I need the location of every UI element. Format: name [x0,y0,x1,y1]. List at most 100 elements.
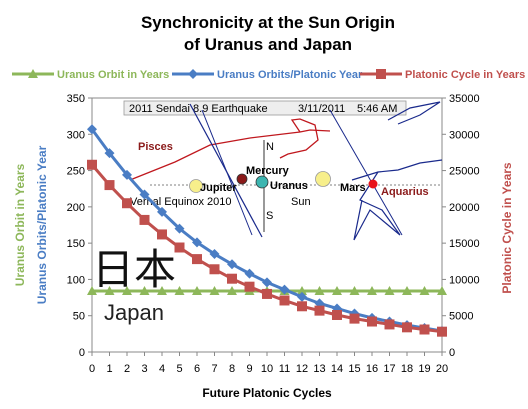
point-uranus-orbit-in-years [192,286,202,296]
point-platonic-cycle-in-years [314,305,325,316]
label-aquarius: Aquarius [381,186,429,198]
legend-label-uranus-orbits-platonic: Uranus Orbits/Platonic Year [217,69,363,81]
point-uranus-orbit-in-years [209,286,220,296]
x-tick-label: 7 [211,363,217,375]
x-tick-label: 13 [313,363,325,375]
point-uranus-orbit-in-years [384,286,395,296]
x-tick-label: 18 [401,363,413,375]
right-tick-label: 35000 [449,93,480,105]
constellation-aquarius-web [353,171,401,241]
point-uranus-orbits-platonic-year [227,259,237,270]
label-japan: Japan [104,300,164,325]
jupiter-planet [189,179,203,193]
left-tick-label: 200 [67,202,85,214]
point-uranus-orbits-platonic-year [297,291,307,302]
point-uranus-orbit-in-years [174,286,185,296]
banner-time: 5:46 AM [357,103,397,115]
sun-planet [315,171,331,187]
x-tick-label: 16 [366,363,378,375]
point-uranus-orbit-in-years [122,286,132,296]
point-uranus-orbit-in-years [367,286,377,296]
point-uranus-orbit-in-years [297,286,307,296]
point-platonic-cycle-in-years [367,316,377,327]
point-platonic-cycle-in-years [244,281,255,292]
right-tick-label: 10000 [449,274,480,286]
x-tick-label: 11 [279,363,290,375]
legend-marker-platonic-cycle [376,69,386,79]
point-platonic-cycle-in-years [157,229,167,240]
x-tick-label: 4 [159,363,165,375]
left-tick-label: 100 [67,274,85,286]
label-mercury: Mercury [246,165,290,177]
y-axis-title-inner: Uranus Orbits/Platonic Year [35,145,49,304]
label-kanji: 日本 [92,246,176,293]
point-uranus-orbit-in-years [419,286,430,296]
x-tick-label: 19 [418,363,430,375]
x-tick-label: 8 [229,363,235,375]
banner-date: 3/11/2011 [298,103,345,115]
point-platonic-cycle-in-years [122,198,132,209]
label-pisces: Pisces [138,141,173,153]
point-platonic-cycle-in-years [209,264,220,275]
label-north: N [266,141,274,153]
x-tick-label: 6 [194,363,200,375]
point-platonic-cycle-in-years [262,288,272,299]
constellation-aquarius-line [351,159,443,181]
point-uranus-orbit-in-years [349,286,360,296]
point-platonic-cycle-in-years [349,313,360,324]
point-uranus-orbit-in-years [332,286,342,296]
point-platonic-cycle-in-years [104,180,115,191]
legend-label-platonic-cycle: Platonic Cycle in Years [405,69,525,81]
x-tick-label: 2 [124,363,130,375]
point-platonic-cycle-in-years [87,159,97,170]
left-tick-label: 0 [79,347,85,359]
constellation-upper-right [387,101,441,125]
point-uranus-orbit-in-years [437,286,447,296]
point-uranus-orbits-platonic-year [244,268,255,279]
x-axis-title: Future Platonic Cycles [202,386,332,400]
x-tick-label: 17 [383,363,395,375]
point-uranus-orbit-in-years [402,286,412,296]
x-tick-label: 10 [261,363,273,375]
x-tick-label: 14 [331,363,343,375]
point-platonic-cycle-in-years [332,309,342,320]
point-platonic-cycle-in-years [384,319,395,330]
left-tick-label: 300 [67,129,85,141]
x-tick-label: 9 [246,363,252,375]
x-tick-label: 15 [348,363,360,375]
right-tick-label: 20000 [449,202,480,214]
legend-marker-uranus-orbits-platonic [188,69,198,79]
point-uranus-orbit-in-years [87,286,97,296]
astrology-overlay: 2011 Sendai 8.9 Earthquake 3/11/2011 5:4… [92,100,443,325]
point-platonic-cycle-in-years [437,326,447,337]
label-sun: Sun [291,196,311,208]
legend-label-uranus-orbit: Uranus Orbit in Years [57,69,169,81]
point-uranus-orbit-in-years [157,286,167,296]
point-uranus-orbits-platonic-year [192,237,202,248]
point-uranus-orbits-platonic-year [209,249,220,260]
point-platonic-cycle-in-years [279,295,290,306]
point-uranus-orbits-platonic-year [104,148,115,159]
label-jupiter: Jupiter [200,182,237,194]
left-tick-label: 250 [67,166,85,178]
legend: Uranus Orbit in Years Uranus Orbits/Plat… [12,69,525,81]
constellation-pisces-line [129,129,331,181]
point-uranus-orbits-platonic-year [262,277,272,288]
mercury-planet [236,173,248,185]
point-platonic-cycle-in-years [192,254,202,265]
series-layer [87,124,447,337]
point-uranus-orbit-in-years [314,286,325,296]
point-platonic-cycle-in-years [402,322,412,333]
point-platonic-cycle-in-years [139,214,150,225]
point-platonic-cycle-in-years [297,301,307,312]
x-tick-label: 1 [106,363,112,375]
right-tick-label: 25000 [449,166,480,178]
point-uranus-orbit-in-years [104,286,115,296]
right-tick-label: 15000 [449,238,480,250]
point-platonic-cycle-in-years [174,242,185,253]
point-uranus-orbits-platonic-year [122,169,132,180]
mars-planet [368,179,378,189]
x-axis-ticks: 0 1 2 3 4 5 6 7 8 9 10 11 12 13 14 15 16 17 18 19 20 [89,352,448,375]
y-axis-title-outer: Uranus Orbit in Years [13,163,27,286]
